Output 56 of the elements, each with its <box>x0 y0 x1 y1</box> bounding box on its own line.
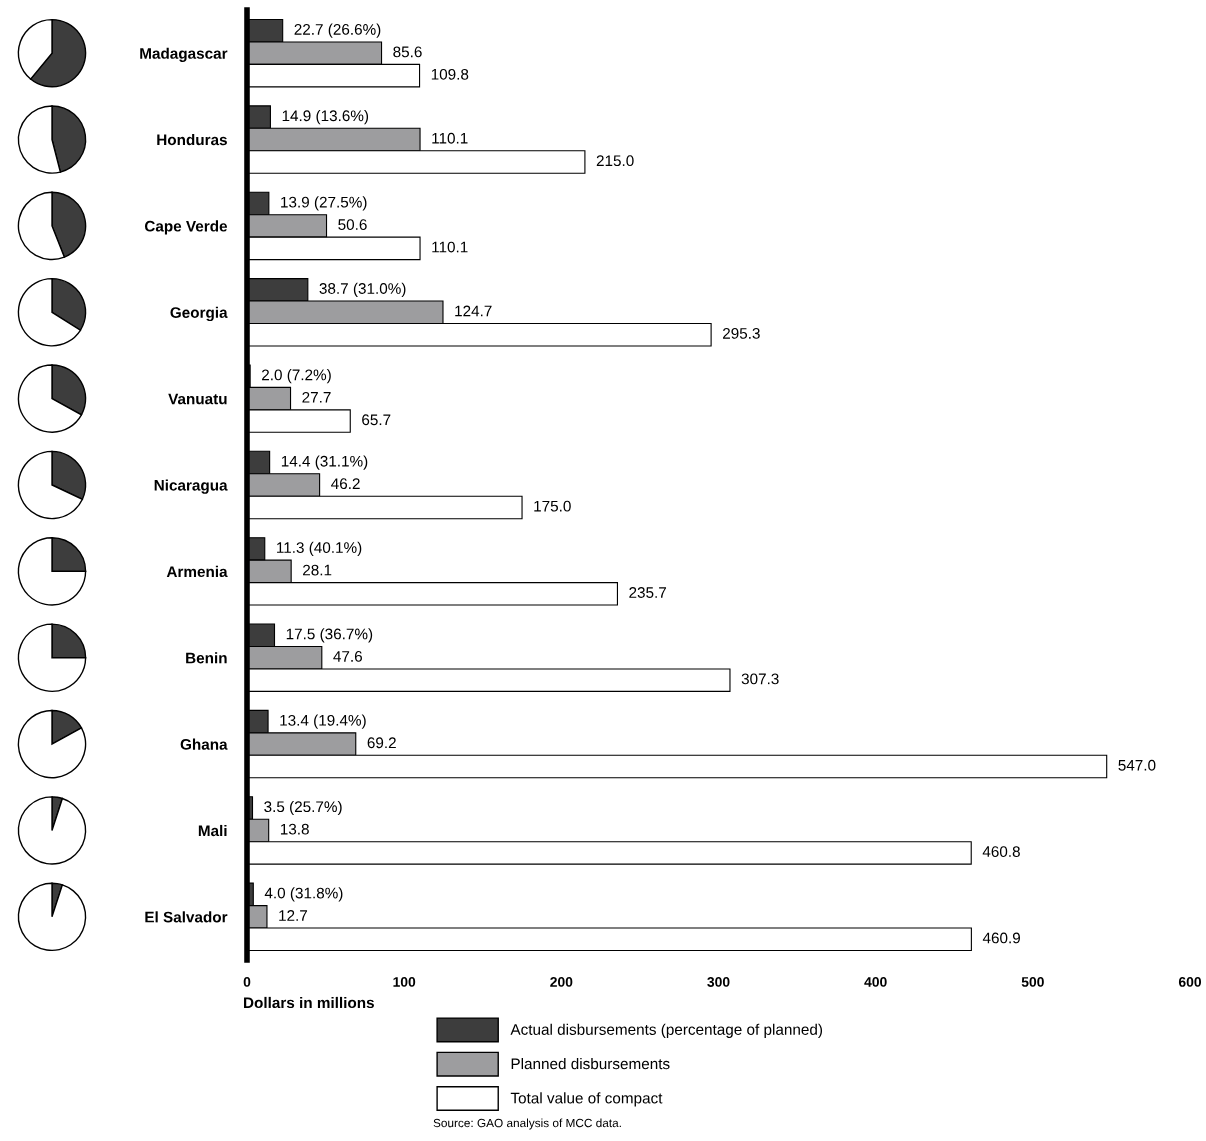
data-label: 27.7 <box>302 391 331 403</box>
data-label: 14.4 (31.1%) <box>281 455 368 470</box>
legend-label: Total value of compact <box>510 1092 663 1107</box>
data-label: 28.1 <box>303 564 332 576</box>
data-label: 4.0 (31.8%) <box>264 887 343 902</box>
data-label: 295.3 <box>722 328 760 339</box>
data-label: 50.6 <box>338 219 367 231</box>
data-label: 65.7 <box>362 414 391 426</box>
y-tick-label: Ghana <box>180 738 228 750</box>
data-label: 38.7 (31.0%) <box>319 282 406 297</box>
x-tick-label: 0 <box>243 977 251 987</box>
x-tick-label: 100 <box>393 977 416 987</box>
y-tick-label: Armenia <box>166 565 228 578</box>
data-label: 124.7 <box>455 305 492 317</box>
data-label: 14.9 (13.6%) <box>282 109 369 125</box>
data-label: 13.9 (27.5%) <box>281 196 367 211</box>
data-label: 110.1 <box>432 132 468 144</box>
data-label: 12.7 <box>279 910 308 921</box>
data-label: 109.8 <box>431 68 469 80</box>
y-tick-label: Honduras <box>157 134 227 146</box>
data-label: 235.7 <box>629 587 667 598</box>
data-label: 175.0 <box>534 500 571 512</box>
y-tick-label: El Salvador <box>145 911 228 923</box>
data-label: 46.2 <box>331 478 360 490</box>
data-label: 460.8 <box>982 846 1020 858</box>
x-tick-label: 200 <box>550 977 573 987</box>
y-tick-label: Benin <box>186 652 227 664</box>
legend-label: Planned disbursements <box>511 1057 670 1070</box>
data-label: 460.9 <box>982 932 1020 944</box>
data-label: 3.5 (25.7%) <box>264 800 342 816</box>
x-axis-title: Dollars in millions <box>244 996 374 1009</box>
data-label: 11.3 (40.1%) <box>277 541 362 557</box>
legend-label: Actual disbursements (percentage of planned) <box>510 1023 823 1038</box>
x-tick-label: 600 <box>1178 977 1202 987</box>
y-tick-label: Cape Verde <box>144 220 228 235</box>
data-label: 22.7 (26.6%) <box>294 23 381 38</box>
data-label: 2.0 (7.2%) <box>262 369 331 384</box>
data-label: 69.2 <box>367 737 396 749</box>
x-tick-label: 300 <box>707 977 730 987</box>
data-label: 547.0 <box>1118 759 1156 771</box>
y-tick-label: Madagascar <box>140 47 228 62</box>
y-tick-label: Georgia <box>170 306 228 322</box>
data-label: 85.6 <box>393 46 422 58</box>
data-label: 215.0 <box>596 155 634 167</box>
data-label: 13.8 <box>280 823 309 835</box>
source-note: Source: GAO analysis of MCC data. <box>433 1118 621 1130</box>
x-tick-label: 500 <box>1021 977 1044 987</box>
data-label: 13.4 (19.4%) <box>280 714 366 729</box>
y-tick-label: Mali <box>198 824 227 837</box>
data-label: 307.3 <box>741 673 779 685</box>
y-tick-label: Nicaragua <box>154 479 228 494</box>
data-label: 47.6 <box>333 651 362 662</box>
data-label: 17.5 (36.7%) <box>286 628 373 643</box>
y-tick-label: Vanuatu <box>168 393 227 405</box>
data-label: 110.1 <box>432 241 468 253</box>
x-tick-label: 400 <box>864 977 887 987</box>
